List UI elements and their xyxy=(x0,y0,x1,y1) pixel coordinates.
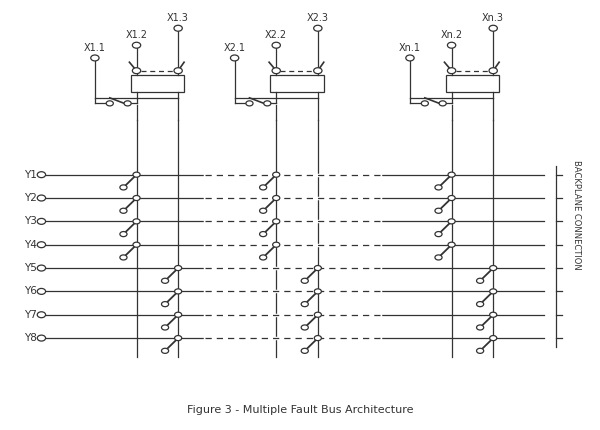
Text: Y5: Y5 xyxy=(24,263,37,273)
Circle shape xyxy=(37,289,46,295)
Circle shape xyxy=(448,172,455,177)
Circle shape xyxy=(490,312,497,317)
Circle shape xyxy=(133,219,140,224)
Circle shape xyxy=(406,55,414,61)
Circle shape xyxy=(448,196,455,200)
Text: X2.3: X2.3 xyxy=(307,13,329,23)
Circle shape xyxy=(435,231,442,236)
Circle shape xyxy=(120,255,127,260)
Text: Y3: Y3 xyxy=(24,216,37,226)
Text: Y6: Y6 xyxy=(24,286,37,296)
Circle shape xyxy=(490,289,497,294)
Text: Y1: Y1 xyxy=(24,170,37,180)
Circle shape xyxy=(175,289,182,294)
Circle shape xyxy=(37,218,46,224)
Circle shape xyxy=(120,208,127,213)
Circle shape xyxy=(161,348,169,353)
Circle shape xyxy=(448,242,455,247)
Text: Xn.1: Xn.1 xyxy=(399,43,421,53)
Circle shape xyxy=(174,68,182,74)
Circle shape xyxy=(161,325,169,330)
Circle shape xyxy=(260,208,267,213)
Circle shape xyxy=(260,185,267,190)
Circle shape xyxy=(435,185,442,190)
Circle shape xyxy=(314,25,322,31)
Circle shape xyxy=(124,101,131,106)
Circle shape xyxy=(301,278,308,283)
Circle shape xyxy=(246,101,253,106)
Text: Figure 3 - Multiple Fault Bus Architecture: Figure 3 - Multiple Fault Bus Architectu… xyxy=(187,405,413,415)
Circle shape xyxy=(133,242,140,247)
Text: Y7: Y7 xyxy=(24,310,37,320)
Circle shape xyxy=(476,325,484,330)
Circle shape xyxy=(476,301,484,307)
Bar xyxy=(446,75,499,92)
Circle shape xyxy=(133,42,140,48)
Circle shape xyxy=(490,265,497,270)
Circle shape xyxy=(301,325,308,330)
Circle shape xyxy=(37,265,46,271)
Circle shape xyxy=(133,196,140,200)
Circle shape xyxy=(120,185,127,190)
Text: X1.1: X1.1 xyxy=(84,43,106,53)
Circle shape xyxy=(272,172,280,177)
Circle shape xyxy=(301,301,308,307)
Circle shape xyxy=(490,335,497,341)
Circle shape xyxy=(133,68,140,74)
Circle shape xyxy=(120,231,127,236)
Circle shape xyxy=(448,42,456,48)
Circle shape xyxy=(37,335,46,341)
Text: X1.3: X1.3 xyxy=(167,13,189,23)
Text: Y2: Y2 xyxy=(24,193,37,203)
Text: Y8: Y8 xyxy=(24,333,37,343)
Circle shape xyxy=(272,196,280,200)
Circle shape xyxy=(272,219,280,224)
Circle shape xyxy=(272,42,280,48)
Circle shape xyxy=(314,68,322,74)
Circle shape xyxy=(174,25,182,31)
Circle shape xyxy=(489,68,497,74)
Circle shape xyxy=(106,101,113,106)
Circle shape xyxy=(314,335,322,341)
Circle shape xyxy=(301,348,308,353)
Bar xyxy=(270,75,324,92)
Circle shape xyxy=(175,312,182,317)
Circle shape xyxy=(37,172,46,178)
Circle shape xyxy=(272,242,280,247)
Circle shape xyxy=(272,68,280,74)
Circle shape xyxy=(489,25,497,31)
Circle shape xyxy=(133,172,140,177)
Circle shape xyxy=(314,265,322,270)
Circle shape xyxy=(476,278,484,283)
Circle shape xyxy=(37,242,46,248)
Circle shape xyxy=(448,68,456,74)
Text: Xn.2: Xn.2 xyxy=(440,30,463,40)
Circle shape xyxy=(439,101,446,106)
Circle shape xyxy=(260,231,267,236)
Bar xyxy=(131,75,184,92)
Circle shape xyxy=(230,55,239,61)
Circle shape xyxy=(476,348,484,353)
Circle shape xyxy=(175,335,182,341)
Circle shape xyxy=(448,219,455,224)
Circle shape xyxy=(161,301,169,307)
Circle shape xyxy=(435,255,442,260)
Text: X1.2: X1.2 xyxy=(125,30,148,40)
Text: BACKPLANE CONNECTION: BACKPLANE CONNECTION xyxy=(572,160,581,270)
Text: X2.1: X2.1 xyxy=(224,43,245,53)
Text: X2.2: X2.2 xyxy=(265,30,287,40)
Text: Xn.3: Xn.3 xyxy=(482,13,504,23)
Text: Y4: Y4 xyxy=(24,240,37,250)
Circle shape xyxy=(161,278,169,283)
Circle shape xyxy=(314,312,322,317)
Circle shape xyxy=(421,101,428,106)
Circle shape xyxy=(91,55,99,61)
Circle shape xyxy=(175,265,182,270)
Circle shape xyxy=(264,101,271,106)
Circle shape xyxy=(435,208,442,213)
Circle shape xyxy=(314,289,322,294)
Circle shape xyxy=(37,312,46,318)
Circle shape xyxy=(37,195,46,201)
Circle shape xyxy=(260,255,267,260)
